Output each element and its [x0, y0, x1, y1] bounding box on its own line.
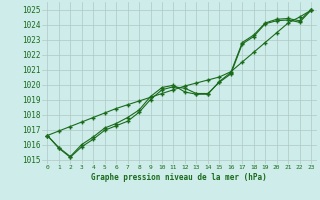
X-axis label: Graphe pression niveau de la mer (hPa): Graphe pression niveau de la mer (hPa) [91, 173, 267, 182]
